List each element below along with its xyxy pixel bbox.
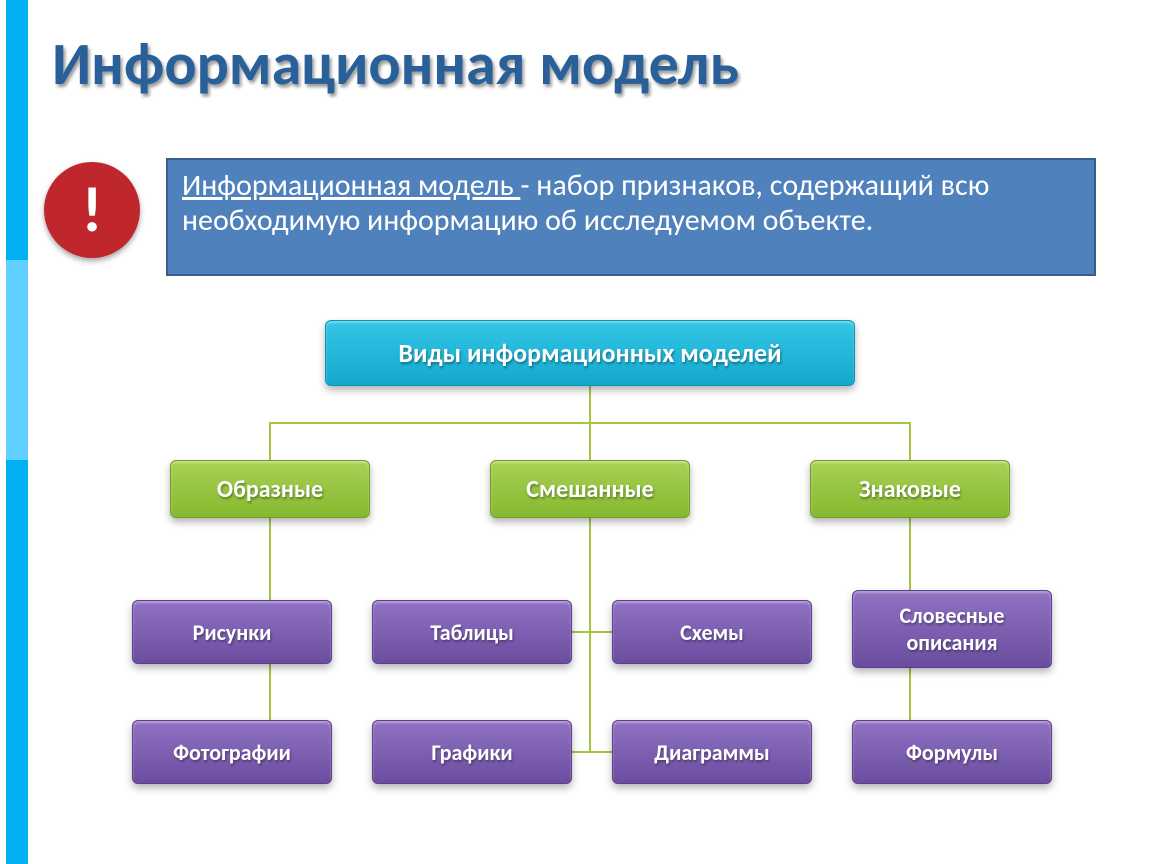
leaf-node: Фотографии (132, 720, 332, 784)
slide-title: Информационная модель (52, 28, 739, 101)
leaf-node: Графики (372, 720, 572, 784)
leaf-node: Формулы (852, 720, 1052, 784)
root-node: Виды информационных моделей (325, 320, 855, 386)
diagram-area: Виды информационных моделей Образные Смеша… (70, 300, 1110, 840)
alert-glyph: ! (82, 171, 103, 249)
alert-icon: ! (44, 162, 140, 258)
leaf-node: Словесные описания (852, 590, 1052, 668)
leaf-node: Диаграммы (612, 720, 812, 784)
leaf-node: Схемы (612, 600, 812, 664)
definition-box: Информационная модель - набор признаков,… (166, 158, 1096, 276)
accent-stripe-light (6, 260, 28, 460)
leaf-node: Таблицы (372, 600, 572, 664)
mid-node: Образные (170, 460, 370, 518)
leaf-node: Рисунки (132, 600, 332, 664)
definition-term: Информационная модель (182, 167, 520, 204)
slide: Информационная модель ! Информационная м… (0, 0, 1150, 864)
mid-node: Смешанные (490, 460, 690, 518)
mid-node: Знаковые (810, 460, 1010, 518)
